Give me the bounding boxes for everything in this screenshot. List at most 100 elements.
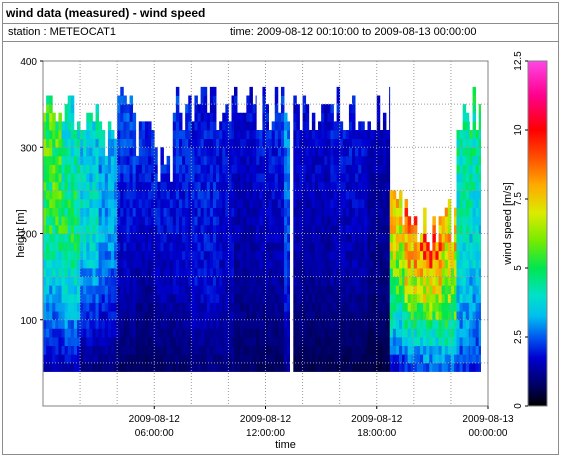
heatmap-cell (117, 190, 121, 200)
heatmap-cell (469, 311, 473, 321)
heatmap-cell (336, 190, 341, 200)
heatmap-cell (73, 130, 78, 140)
heatmap-cell (209, 121, 214, 131)
heatmap-cell (237, 199, 241, 209)
heatmap-cell (468, 354, 470, 364)
heatmap-cell (277, 224, 282, 234)
heatmap-cell (348, 207, 353, 217)
heatmap-cell (348, 199, 353, 209)
heatmap-cell (305, 242, 310, 252)
heatmap-cell (262, 112, 266, 122)
heatmap-cell (373, 319, 378, 329)
heatmap-cell (46, 130, 50, 140)
heatmap-cell (342, 199, 347, 209)
heatmap-cell (305, 293, 310, 303)
heatmap-cell (55, 190, 59, 200)
heatmap-cell (228, 190, 232, 200)
heatmap-cell (43, 362, 47, 372)
heatmap-cell (392, 311, 397, 321)
heatmap-cell (222, 199, 226, 209)
heatmap-cell (262, 155, 266, 165)
heatmap-cell (135, 259, 140, 269)
heatmap-cell (175, 224, 180, 234)
heatmap-cell (468, 319, 470, 329)
heatmap-cell (444, 311, 449, 321)
heatmap-cell (237, 216, 241, 226)
heatmap-cell (132, 268, 137, 278)
heatmap-cell (182, 337, 186, 347)
heatmap-cell (265, 250, 269, 260)
heatmap-cell (327, 276, 331, 286)
heatmap-cell (206, 302, 211, 312)
heatmap-cell (231, 259, 235, 269)
heatmap-cell (148, 190, 152, 200)
heatmap-cell (407, 293, 412, 303)
heatmap-cell (249, 224, 253, 234)
heatmap-cell (126, 276, 130, 286)
heatmap-cell (92, 164, 96, 174)
heatmap-cell (107, 250, 112, 260)
heatmap-cell (255, 293, 257, 303)
heatmap-cell (441, 302, 446, 312)
heatmap-cell (395, 276, 400, 286)
heatmap-cell (222, 250, 226, 260)
heatmap-cell (456, 130, 460, 140)
heatmap-cell (46, 293, 50, 303)
heatmap-cell (277, 216, 282, 226)
heatmap-cell (141, 276, 146, 286)
heatmap-cell (321, 147, 325, 157)
heatmap-cell (280, 224, 285, 234)
heatmap-cell (305, 112, 310, 122)
heatmap-cell (43, 190, 47, 200)
heatmap-cell (361, 216, 365, 226)
heatmap-cell (311, 181, 316, 191)
heatmap-cell (194, 250, 198, 260)
heatmap-cell (225, 242, 229, 252)
heatmap-cell (249, 95, 253, 105)
heatmap-cell (175, 190, 180, 200)
heatmap-cell (175, 276, 180, 286)
heatmap-cell (61, 190, 66, 200)
heatmap-cell (114, 155, 118, 165)
heatmap-cell (308, 311, 313, 321)
heatmap-cell (225, 362, 229, 372)
heatmap-cell (373, 242, 378, 252)
heatmap-cell (135, 311, 140, 321)
heatmap-cell (197, 250, 202, 260)
heatmap-cell (367, 362, 371, 372)
heatmap-cell (237, 276, 241, 286)
heatmap-cell (370, 130, 375, 140)
heatmap-cell (160, 155, 164, 165)
heatmap-cell (447, 233, 452, 243)
heatmap-cell (46, 164, 50, 174)
heatmap-cell (141, 173, 146, 183)
heatmap-cell (98, 138, 103, 148)
heatmap-cell (154, 242, 158, 252)
heatmap-cell (252, 224, 257, 234)
heatmap-cell (49, 199, 53, 209)
heatmap-cell (144, 311, 149, 321)
heatmap-cell (101, 319, 106, 329)
heatmap-cell (52, 164, 56, 174)
heatmap-cell (438, 362, 443, 372)
heatmap-cell (206, 311, 211, 321)
heatmap-cell (274, 130, 279, 140)
heatmap-cell (166, 216, 171, 226)
heatmap-cell (228, 250, 232, 260)
heatmap-cell (262, 362, 266, 372)
heatmap-cell (86, 199, 90, 209)
heatmap-cell (172, 155, 177, 165)
heatmap-cell (206, 259, 211, 269)
heatmap-cell (233, 293, 238, 303)
heatmap-cell (222, 181, 226, 191)
heatmap-cell (231, 242, 235, 252)
heatmap-cell (182, 268, 186, 278)
heatmap-cell (252, 268, 257, 278)
heatmap-cell (311, 121, 316, 131)
heatmap-cell (212, 207, 217, 217)
heatmap-cell (299, 276, 303, 286)
heatmap-cell (228, 268, 232, 278)
heatmap-cell (373, 155, 378, 165)
heatmap-cell (46, 242, 50, 252)
